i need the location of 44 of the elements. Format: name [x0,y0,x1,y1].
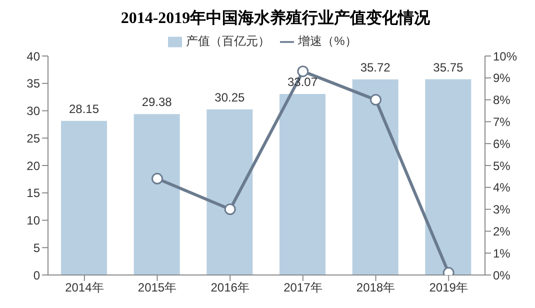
y2-tick-label: 0% [493,268,511,282]
x-tick-label: 2018年 [356,280,396,295]
y2-tick-label: 7% [493,114,511,129]
y2-tick-label: 10% [493,49,518,64]
y2-tick-label: 4% [493,180,511,195]
y2-tick-label: 1% [493,246,511,260]
data-label: 35.72 [360,60,391,74]
data-label: 29.38 [142,95,172,110]
x-tick-label: 2019年 [429,280,468,295]
bar [425,79,472,275]
y-tick-label: 40 [26,49,40,64]
y-tick-label: 0 [33,268,40,282]
bar [280,94,326,275]
x-tick-label: 2015年 [138,280,177,295]
point [297,66,309,78]
data-label: 35.75 [433,60,464,74]
y-tick-label: 10 [26,214,40,228]
x-tick-label: 2016年 [210,280,250,295]
point [224,204,236,216]
y2-tick-label: 9% [493,71,511,86]
chart-title: 2014-2019年中国海水养殖行业产值变化情况 [120,8,432,29]
data-label: 28.15 [68,102,100,116]
bar [352,79,398,275]
y-tick-label: 15 [26,186,40,200]
point [370,94,382,106]
point [152,172,163,184]
y2-tick-label: 2% [493,224,511,238]
y2-tick-label: 6% [493,136,511,151]
y2-tick-label: 8% [493,93,511,108]
y-tick-label: 20 [26,158,40,173]
bar [134,114,180,275]
data-label: 30.25 [214,90,246,104]
legend-label: 产值（百亿元） [186,34,270,48]
y-tick-label: 30 [26,104,40,118]
y-tick-label: 5 [33,240,40,255]
y2-tick-label: 3% [493,202,511,217]
y-tick-label: 35 [26,76,40,91]
x-tick-label: 2014年 [65,280,104,295]
y-tick-label: 25 [26,131,40,146]
legend-label: 增速（%） [298,34,357,48]
bar [206,109,253,275]
y2-tick-label: 5% [493,158,511,173]
bar [61,120,107,275]
x-tick-label: 2017年 [284,280,322,295]
